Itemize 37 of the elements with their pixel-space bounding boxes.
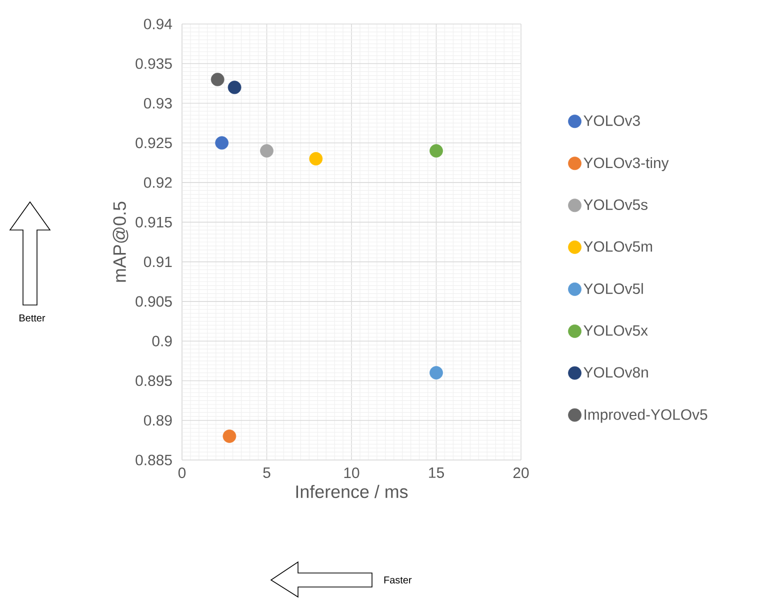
- y-tick-label: 0.935: [136, 58, 172, 69]
- y-tick-label: 0.905: [136, 296, 172, 307]
- legend-label: YOLOv5s: [584, 199, 648, 210]
- point: [222, 430, 236, 443]
- legend-label: Improved-YOLOv5: [584, 408, 708, 423]
- x-tick-label: 0: [178, 468, 186, 478]
- x-tick-label: 20: [513, 468, 529, 478]
- text: Better: [20, 314, 46, 322]
- point: [309, 152, 323, 166]
- y-tick-label: 0.915: [136, 216, 172, 228]
- y-tick-label: 0.885: [136, 454, 172, 466]
- y-tick-label: 0.92: [144, 177, 172, 188]
- x-tick-label: 5: [263, 468, 270, 478]
- x-axis-title: Inference / ms: [296, 484, 408, 498]
- point: [260, 144, 274, 158]
- y-tick-label: 0.89: [144, 415, 172, 426]
- y-tick-label: 0.9: [152, 336, 172, 346]
- legend-label: YOLOv8n: [584, 367, 648, 378]
- y-tick-label: 0.93: [144, 98, 172, 109]
- x-tick-label: 15: [429, 468, 444, 478]
- point: [430, 144, 443, 158]
- y-tick-label: 0.925: [136, 138, 172, 148]
- y-axis-title: mAP@0.5: [112, 202, 128, 282]
- y-tick-label: 0.91: [144, 256, 172, 268]
- legend-label: YOLOv3-tiny: [584, 157, 669, 172]
- x-tick-label: 10: [344, 468, 360, 478]
- point: [430, 366, 443, 380]
- legend-label: YOLOv3: [584, 115, 640, 126]
- y-tick-label: 0.94: [144, 18, 172, 30]
- point: [210, 72, 224, 86]
- point: [228, 80, 242, 94]
- point: [215, 136, 229, 150]
- text: Faster: [384, 576, 412, 584]
- legend-label: YOLOv5l: [584, 283, 643, 294]
- legend-label: YOLOv5x: [584, 325, 648, 336]
- y-tick-label: 0.895: [136, 375, 172, 386]
- legend-label: YOLOv5m: [584, 241, 652, 252]
